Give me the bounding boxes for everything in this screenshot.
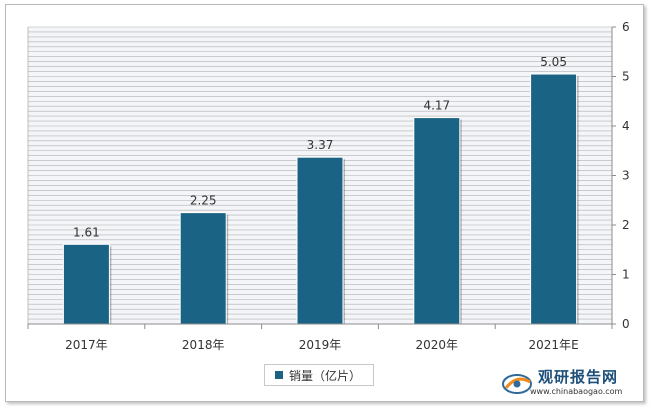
x-tick-label: 2019年 <box>299 338 342 352</box>
y-tick-label: 5 <box>622 70 630 84</box>
y-tick-label: 4 <box>622 119 630 133</box>
watermark-text: 观研报告网 <box>538 368 619 386</box>
bars <box>62 73 579 325</box>
data-labels: 1.61 2.25 3.37 4.17 5.05 <box>73 55 567 239</box>
bar <box>62 243 110 325</box>
y-tick-label: 6 <box>622 20 630 34</box>
bar <box>413 117 461 325</box>
y-tick-label: 2 <box>622 218 630 232</box>
x-tick-label: 2017年 <box>65 338 108 352</box>
y-tick-label: 3 <box>622 169 630 183</box>
x-tick-label: 2021年E <box>529 338 579 352</box>
logo-icon <box>502 374 532 394</box>
legend-swatch <box>275 371 283 379</box>
watermark-url: www.chinabaogao.com <box>530 387 623 396</box>
axes: 0 1 2 3 4 5 6 2017年 2018年 2019年 2020年 2021年E <box>27 20 630 352</box>
data-label: 1.61 <box>73 225 100 239</box>
x-tick-label: 2020年 <box>416 338 459 352</box>
x-tick-label: 2018年 <box>182 338 225 352</box>
bar <box>296 156 344 325</box>
y-tick-label: 0 <box>622 317 630 331</box>
data-label: 2.25 <box>190 194 217 208</box>
data-label: 5.05 <box>540 55 567 69</box>
bar <box>179 212 227 325</box>
data-label: 4.17 <box>423 99 450 113</box>
watermark-logo: 观研报告网 www.chinabaogao.com <box>500 366 636 400</box>
y-tick-label: 1 <box>622 268 630 282</box>
legend-label: 销量（亿片） <box>289 368 362 383</box>
legend: 销量（亿片） <box>264 364 375 386</box>
data-label: 3.37 <box>307 138 334 152</box>
bar <box>530 73 578 325</box>
